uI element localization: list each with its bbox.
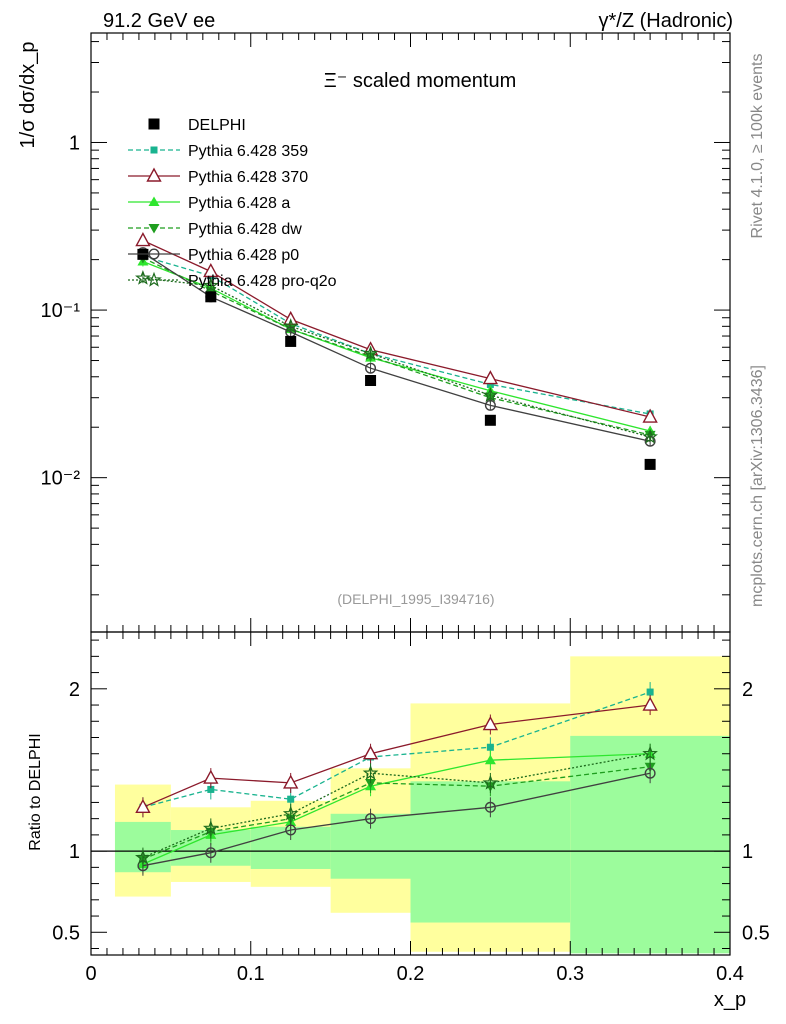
ratio-line-p359 [142, 691, 651, 808]
y-tick-label: 10⁻¹ [41, 300, 81, 322]
series-line-pp0 [142, 252, 651, 442]
ratio-tick-label-left: 2 [69, 679, 80, 701]
legend-label-pp0: Pythia 6.428 p0 [188, 247, 299, 264]
ratio-marker-p370 [482, 716, 499, 731]
legend-marker-pp0 [148, 248, 160, 260]
ratio-marker-pp0 [365, 813, 377, 825]
ratio-marker-pq2o [202, 820, 219, 836]
legend-label-p370: Pythia 6.428 370 [188, 169, 308, 186]
ratio-panel: 0 0.1 0.2 0.3 0.4 0.5 0.5 1 1 2 2 [52, 33, 770, 985]
legend-marker-pq2o [146, 271, 162, 287]
main-ylabel: 1/σ dσ/dx_p [17, 42, 39, 149]
legend: DELPHI Pythia 6.428 359 Pythia 6.428 370 Py… [128, 117, 337, 290]
legend-label-pa: Pythia 6.428 a [188, 195, 290, 212]
series-line-p359 [142, 255, 651, 415]
ratio-ylabel: Ratio to DELPHI [27, 733, 44, 850]
header-right: γ*/Z (Hadronic) [599, 10, 733, 32]
legend-marker-delphi [148, 118, 160, 130]
rivet-label: Rivet 4.1.0, ≥ 100k events [749, 54, 766, 239]
main-frame [90, 32, 731, 633]
mcplots-label: mcplots.cern.ch [arXiv:1306.3436] [749, 365, 766, 607]
ratio-marker-pp0 [484, 801, 496, 813]
legend-marker-pdw [148, 224, 160, 234]
legend-marker-p370 [146, 167, 162, 182]
ratio-marker-p359 [207, 785, 215, 793]
ratio-marker-p370 [362, 745, 379, 760]
ratio-line-pa [142, 753, 651, 865]
y-tick-label: 1 [69, 132, 80, 154]
marker-pq2o [362, 345, 379, 361]
data-point-delphi [484, 414, 496, 426]
ratio-marker-p370 [283, 774, 299, 789]
ratio-marker-p359 [486, 743, 494, 751]
data-point-delphi [644, 458, 656, 470]
x-tick-label: 0 [85, 963, 96, 985]
ratio-tick-label-right: 1 [742, 841, 753, 863]
ratio-line-pdw [142, 766, 651, 860]
marker-pp0 [365, 362, 377, 374]
marker-pq2o [282, 318, 299, 334]
ratio-marker-pq2o [282, 805, 299, 821]
data-point-delphi [205, 291, 217, 303]
marker-p370 [482, 370, 499, 385]
legend-marker-pa [148, 196, 160, 206]
ratio-marker-p370 [135, 798, 151, 813]
ratio-marker-p370 [203, 769, 219, 784]
ratio-tick-label-left: 1 [69, 841, 80, 863]
ratio-marker-pp0 [285, 824, 297, 836]
ratio-line-pp0 [142, 772, 651, 867]
ratio-line-p370 [142, 704, 651, 808]
series-line-pq2o [142, 277, 651, 438]
data-point-delphi [365, 375, 377, 387]
legend-label-p359: Pythia 6.428 359 [188, 143, 308, 160]
ratio-tick-label-right: 0.5 [742, 922, 770, 944]
y-tick-label: 10⁻² [41, 468, 81, 490]
x-tick-label: 0.1 [237, 963, 265, 985]
x-axis-label: x_p [714, 989, 746, 1011]
ratio-marker-p370 [642, 696, 658, 711]
plot-title: Ξ⁻ scaled momentum [324, 70, 517, 92]
marker-p359 [486, 380, 494, 388]
legend-label-pq2o: Pythia 6.428 pro-q2o [188, 273, 337, 290]
ratio-tick-label-right: 2 [742, 679, 753, 701]
marker-p370 [135, 232, 151, 247]
data-point-delphi [285, 335, 297, 347]
marker-p370 [642, 408, 658, 423]
x-tick-label: 0.2 [397, 963, 425, 985]
ratio-line-pq2o [142, 753, 651, 859]
x-tick-label: 0.3 [556, 963, 584, 985]
marker-pp0 [484, 399, 496, 411]
marker-pq2o [642, 428, 658, 444]
ratio-marker-pp0 [205, 847, 217, 859]
marker-pq2o [482, 387, 499, 403]
legend-label-delphi: DELPHI [188, 117, 246, 134]
analysis-id: (DELPHI_1995_I394716) [337, 591, 494, 607]
marker-p370 [203, 262, 219, 278]
ratio-marker-pp0 [644, 767, 656, 779]
main-panel: 1 10⁻¹ 10⁻² [41, 32, 731, 633]
ratio-marker-p359 [287, 795, 295, 803]
series-line-p370 [142, 239, 651, 418]
x-tick-label: 0.4 [716, 963, 744, 985]
ratio-marker-pdw [365, 778, 377, 789]
header-left: 91.2 GeV ee [103, 10, 215, 32]
ratio-marker-pq2o [642, 745, 658, 761]
ratio-marker-pq2o [135, 849, 151, 865]
ratio-tick-label-left: 0.5 [52, 922, 80, 944]
series-line-pdw [142, 257, 651, 436]
ratio-marker-pq2o [482, 774, 499, 790]
marker-pq2o [202, 277, 219, 293]
ratio-marker-p359 [646, 688, 654, 696]
marker-pq2o [135, 269, 151, 285]
ratio-marker-pq2o [362, 764, 379, 780]
legend-marker-p359 [150, 146, 158, 154]
ratio-marker-pa [484, 754, 496, 765]
legend-label-pdw: Pythia 6.428 dw [188, 221, 302, 238]
